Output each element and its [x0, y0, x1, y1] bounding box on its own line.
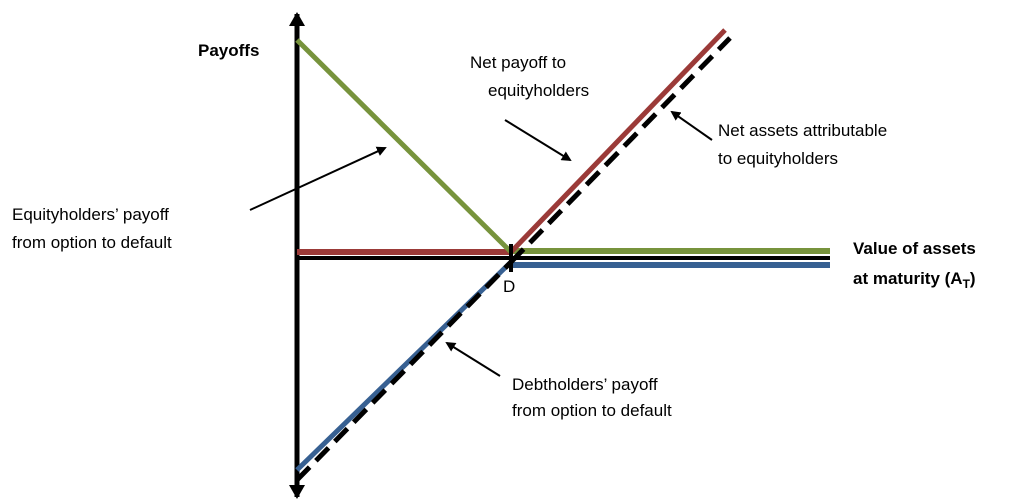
annotation: Net assets attributable	[718, 121, 887, 140]
equity-option-line	[295, 38, 513, 254]
annotation: equityholders	[488, 81, 589, 100]
x-axis-label-part: at maturity (A	[853, 269, 963, 288]
x-axis-label: Value of assets	[853, 239, 976, 258]
annotation: Equityholders’ payoff	[12, 205, 169, 224]
annotation: from option to default	[12, 233, 172, 252]
x-axis-label-part: )	[970, 269, 976, 288]
x-axis-label: at maturity (AT)	[853, 269, 976, 291]
net-equity-line	[509, 28, 727, 254]
annotation: to equityholders	[718, 149, 838, 168]
annotation: from option to default	[512, 401, 672, 420]
annotation: Net payoff to	[470, 53, 566, 72]
arrow	[670, 110, 713, 141]
annotation: Debtholders’ payoff	[512, 375, 658, 394]
arrow	[445, 341, 501, 377]
x-axis-label-sub: T	[963, 277, 971, 291]
arrow	[504, 119, 572, 162]
y-axis-label: Payoffs	[198, 41, 259, 60]
point-label: D	[503, 277, 515, 296]
debt-dashed	[295, 260, 513, 482]
arrow	[249, 146, 387, 211]
